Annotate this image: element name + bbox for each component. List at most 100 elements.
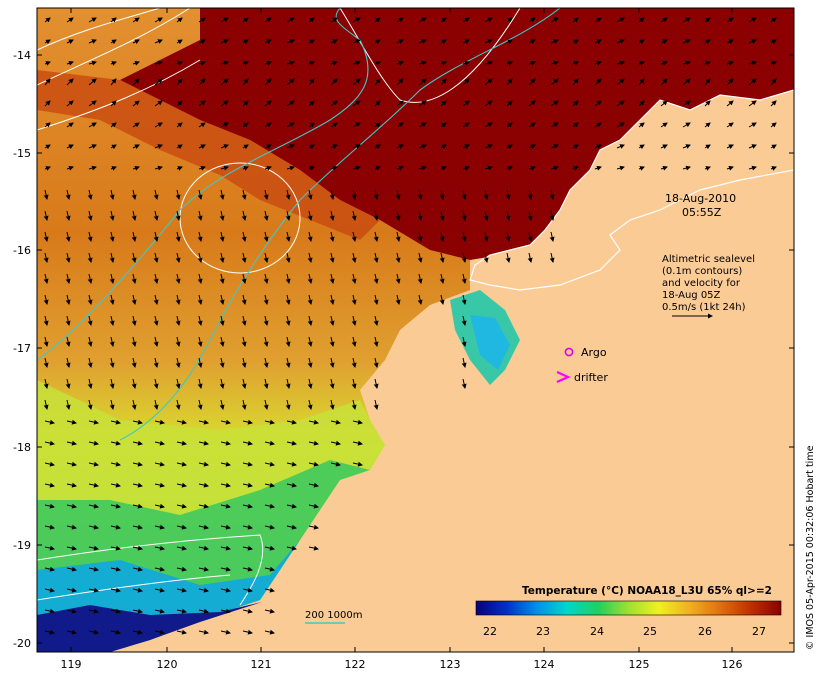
velocity-vector (638, 166, 645, 171)
velocity-vector (329, 273, 335, 284)
velocity-vector (198, 545, 209, 551)
velocity-vector (175, 252, 181, 263)
velocity-vector (88, 545, 99, 551)
velocity-vector (748, 122, 757, 128)
velocity-vector (682, 165, 691, 171)
velocity-vector (351, 231, 357, 242)
velocity-vector (66, 629, 77, 635)
velocity-vector (154, 482, 165, 488)
velocity-vector (110, 461, 121, 467)
velocity-vector (110, 587, 121, 593)
velocity-vector (748, 60, 757, 66)
velocity-vector (220, 629, 231, 635)
velocity-vector (242, 78, 249, 86)
x-tick-label: 123 (440, 658, 461, 671)
velocity-vector (682, 17, 691, 23)
velocity-vector (154, 17, 163, 23)
velocity-vector (439, 189, 445, 200)
velocity-vector (219, 336, 225, 347)
velocity-vector (110, 78, 117, 86)
velocity-vector (154, 440, 165, 446)
velocity-vector (373, 357, 379, 368)
velocity-vector (704, 39, 711, 45)
velocity-vector (65, 210, 71, 221)
velocity-vector (484, 60, 493, 66)
velocity-vector (87, 357, 93, 368)
axes: 119 120 121 122 123 124 125 126 -14 -15 -16 -17 -18 -… (13, 8, 794, 671)
velocity-vector (66, 440, 77, 446)
velocity-vector (770, 17, 777, 23)
velocity-vector (528, 100, 536, 107)
velocity-vector (65, 378, 71, 389)
velocity-vector (263, 315, 269, 326)
velocity-vector (87, 315, 93, 326)
velocity-vector (726, 39, 734, 45)
velocity-vector (264, 17, 272, 23)
velocity-vector (418, 122, 427, 128)
velocity-vector (242, 17, 249, 23)
velocity-vector (307, 252, 313, 263)
velocity-vector (153, 210, 159, 221)
velocity-vector (198, 503, 209, 509)
velocity-vector (131, 336, 137, 347)
velocity-vector (44, 144, 51, 150)
velocity-vector (132, 461, 143, 467)
velocity-vector (263, 273, 269, 284)
velocity-vector (330, 78, 338, 86)
velocity-vector (132, 545, 143, 551)
velocity-vector (44, 608, 55, 614)
velocity-vector (440, 78, 447, 86)
velocity-vector (285, 189, 291, 200)
velocity-vector (43, 378, 49, 389)
velocity-vector (726, 100, 734, 107)
velocity-legend-line-3: and velocity for (662, 278, 741, 289)
velocity-vector (154, 545, 165, 551)
credit-text: © IMOS 05-Apr-2015 00:32:06 Hobart time (805, 445, 816, 650)
velocity-vector (132, 440, 143, 446)
velocity-vector (748, 17, 757, 23)
velocity-vector (704, 17, 711, 23)
velocity-vector (484, 78, 493, 86)
velocity-vector (219, 378, 225, 389)
velocity-vector (506, 100, 513, 107)
velocity-vector (66, 78, 74, 86)
x-tick-label: 119 (61, 658, 82, 671)
velocity-vector (462, 78, 470, 86)
velocity-vector (242, 419, 253, 425)
velocity-vector (550, 78, 559, 86)
velocity-vector (528, 144, 536, 150)
velocity-vector (110, 566, 121, 572)
velocity-vector (461, 273, 467, 284)
velocity-vector (440, 17, 447, 23)
velocity-vector (175, 357, 181, 368)
velocity-vector (175, 378, 181, 389)
velocity-vector (43, 294, 49, 305)
velocity-vector (242, 524, 253, 530)
coldest-band (37, 602, 262, 652)
velocity-vector (374, 39, 381, 45)
velocity-vector (704, 122, 711, 128)
velocity-vector (373, 315, 379, 326)
velocity-vector (198, 608, 209, 614)
velocity-vector (44, 503, 55, 509)
velocity-vector (374, 61, 381, 66)
velocity-vector (417, 252, 423, 263)
velocity-vector (132, 419, 143, 425)
warm-orange-transition (37, 70, 380, 240)
velocity-vector (176, 482, 187, 488)
velocity-vector (308, 524, 319, 530)
velocity-vector (197, 378, 203, 389)
velocity-vector (153, 294, 159, 305)
velocity-vector (65, 294, 71, 305)
velocity-vector (351, 294, 357, 305)
velocity-vector (88, 566, 99, 572)
x-tick-label: 125 (629, 658, 650, 671)
velocity-vector (131, 399, 137, 410)
velocity-vector (154, 608, 165, 614)
velocity-vector (527, 210, 533, 221)
velocity-vector (110, 17, 117, 23)
velocity-vector (439, 210, 445, 221)
velocity-vector (483, 231, 489, 242)
velocity-vector (44, 524, 55, 530)
drifter-label: drifter (574, 371, 608, 384)
